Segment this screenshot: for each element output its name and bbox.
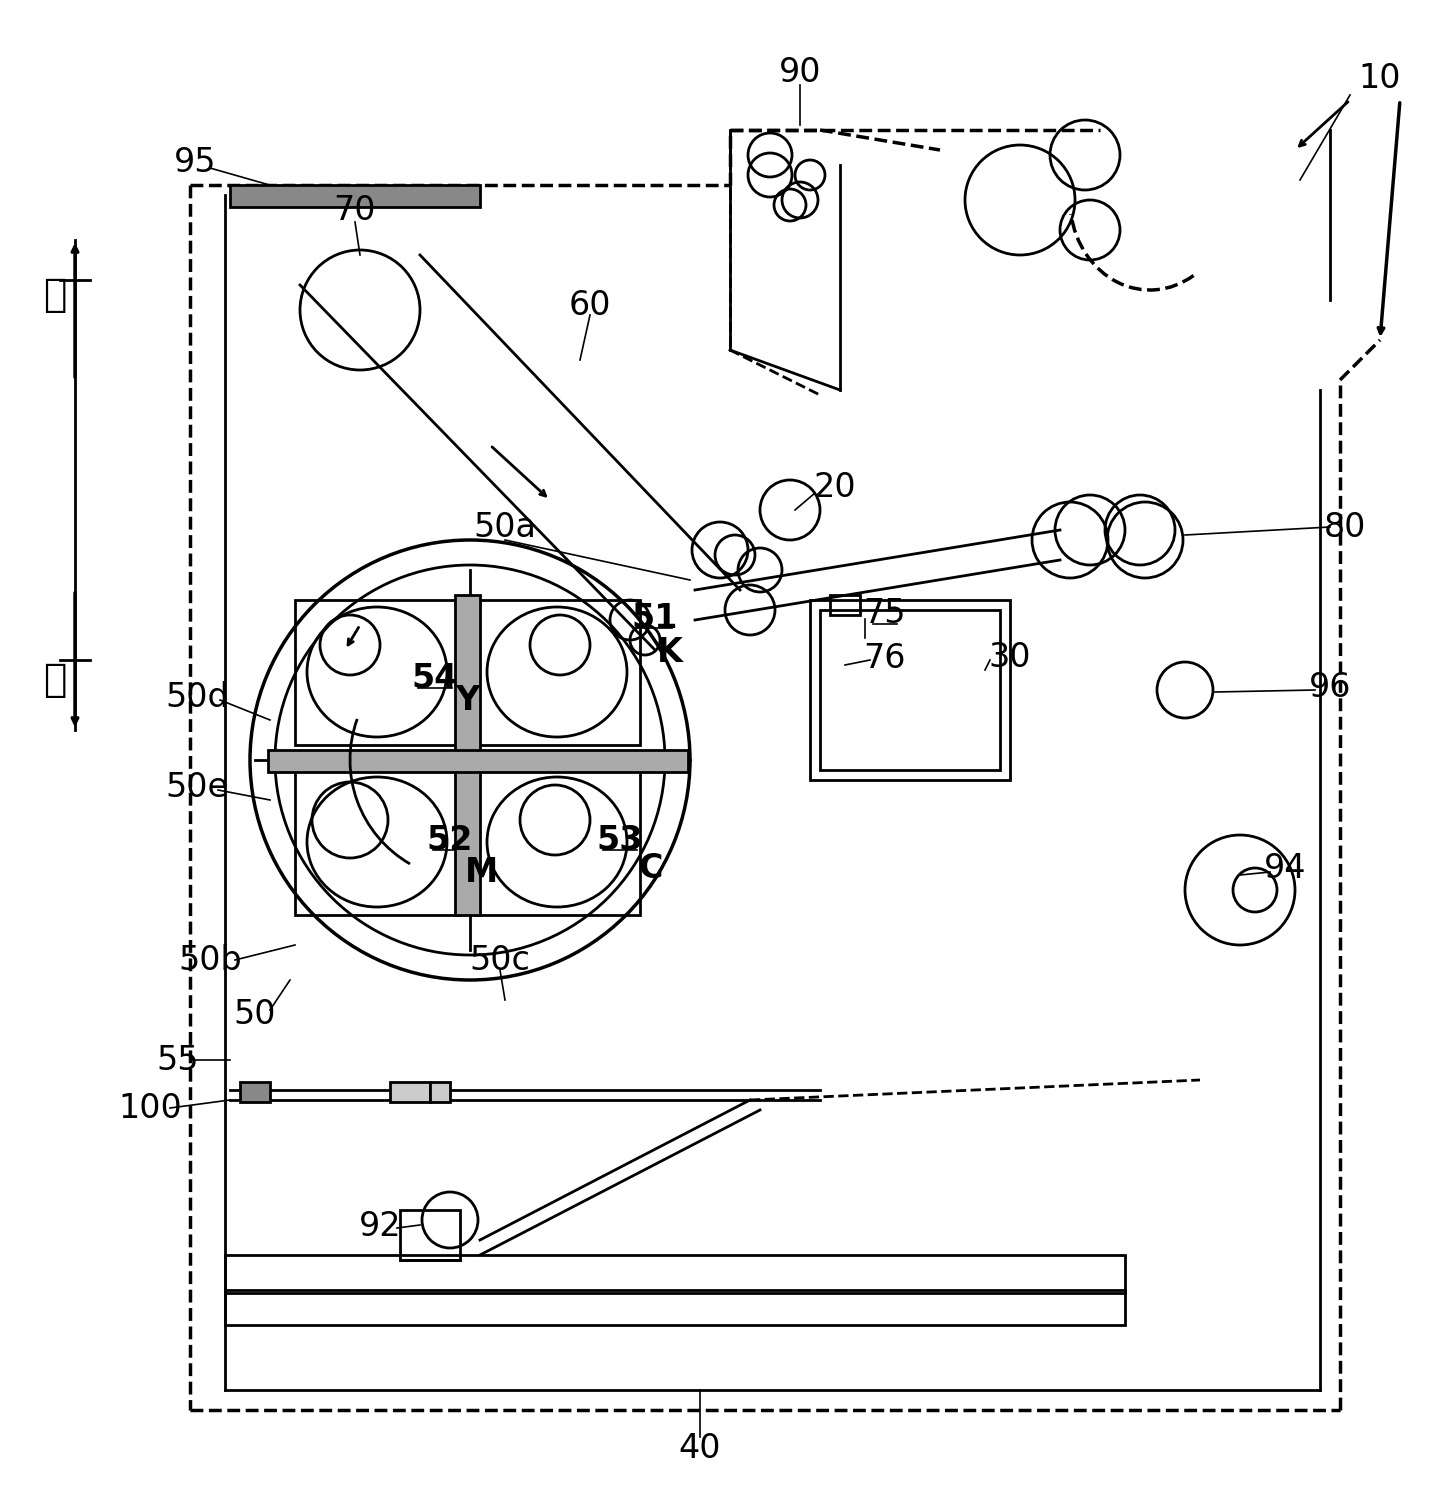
Text: 30: 30 [989,640,1032,673]
Text: 94: 94 [1264,851,1307,884]
Bar [829,595,860,615]
Text: 80: 80 [1324,511,1366,544]
Text: 上: 上 [44,276,67,313]
Bar [474,770,640,914]
Text: 50d: 50d [164,681,228,714]
Text: M: M [466,856,499,889]
Text: 50c: 50c [470,943,531,976]
Text: Y: Y [455,684,479,717]
Bar [431,1082,450,1102]
Bar [821,610,1000,770]
Text: 92: 92 [359,1211,402,1244]
Text: 90: 90 [778,55,821,88]
Text: 95: 95 [173,145,217,178]
Text: 50b: 50b [178,943,242,976]
Bar [390,1082,431,1102]
Text: 50: 50 [234,998,276,1031]
Text: 40: 40 [678,1432,722,1465]
Bar [226,1255,1125,1294]
Text: 50a: 50a [473,511,537,544]
Text: C: C [639,851,663,884]
Bar [810,600,1010,779]
Text: 下: 下 [44,661,67,699]
Bar [268,750,688,772]
Bar [474,600,640,745]
Text: 100: 100 [118,1091,182,1124]
Text: 96: 96 [1308,670,1352,703]
Text: 75: 75 [864,597,906,630]
Text: 20: 20 [813,471,857,504]
Text: K: K [658,636,682,669]
Bar [240,1082,271,1102]
Text: 60: 60 [569,288,611,321]
Text: 51: 51 [631,601,678,634]
Text: 55: 55 [157,1043,199,1076]
Bar [295,600,460,745]
Bar [295,770,460,914]
Text: 53: 53 [597,823,643,856]
Bar [226,1291,1125,1325]
Bar [455,595,480,914]
Text: 70: 70 [333,193,377,226]
Bar [230,184,480,207]
Text: 54: 54 [412,661,458,694]
Bar [400,1210,460,1261]
Text: 76: 76 [864,642,906,675]
Text: 10: 10 [1359,61,1401,94]
Text: 52: 52 [426,823,473,856]
Text: 50e: 50e [166,770,228,803]
